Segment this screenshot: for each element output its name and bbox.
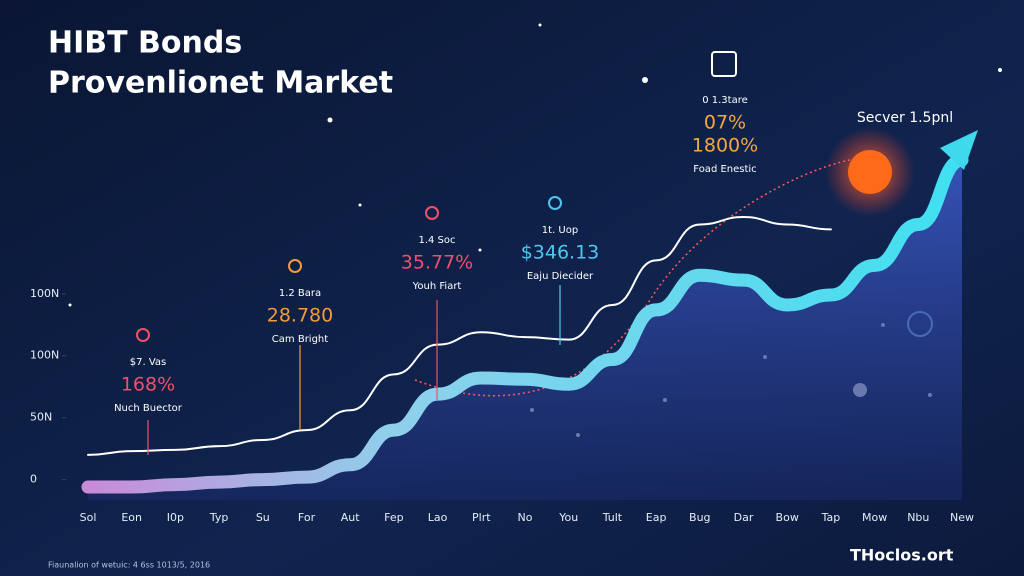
x-tick-label: Eap: [646, 511, 667, 524]
annotation-text: 28.780: [267, 305, 333, 327]
x-tick-label: For: [298, 511, 316, 524]
x-tick-label: No: [518, 511, 533, 524]
x-tick-label: New: [950, 511, 974, 524]
annotation-icon: [288, 259, 302, 273]
x-tick-label: Aut: [341, 511, 360, 524]
x-tick-label: Su: [256, 511, 270, 524]
series-line: [87, 216, 832, 456]
x-tick-label: I0p: [167, 511, 184, 524]
x-tick-label: You: [558, 511, 578, 524]
annotation-text: Youh Fiart: [412, 281, 462, 292]
x-tick-label: Lao: [428, 511, 448, 524]
x-tick-label: Dar: [734, 511, 754, 524]
y-tick-label: 100N: [30, 349, 59, 362]
x-tick-label: Sol: [80, 511, 97, 524]
brand: THoclos.ort: [850, 546, 954, 565]
annotation-text: 168%: [121, 374, 175, 396]
annotation-icon: [548, 196, 562, 210]
annotation-text: 1800%: [692, 135, 758, 157]
annotation-icon: [425, 206, 439, 220]
x-tick-label: Bug: [689, 511, 711, 524]
trend-dotted: [414, 159, 851, 397]
x-tick-label: Typ: [209, 511, 229, 524]
box-icon: [711, 51, 737, 77]
annotation-text: 1.2 Bara: [279, 288, 321, 299]
title-line: HIBT Bonds: [48, 26, 242, 61]
arrow-head: [940, 130, 978, 171]
x-tick-label: Tult: [602, 511, 623, 524]
annotation-text: Nuch Buector: [114, 403, 183, 414]
bitcoin-icon: [848, 150, 892, 194]
annotation-text: 0 1.3tare: [702, 95, 748, 106]
annotation-text: 35.77%: [401, 252, 473, 274]
annotation-text: 1t. Uop: [542, 225, 578, 236]
x-tick-label: Nbu: [907, 511, 929, 524]
x-tick-label: Bow: [776, 511, 799, 524]
annotation-text: Foad Enestic: [693, 164, 756, 175]
annotation-text: Eaju Diecider: [527, 271, 594, 282]
annotation-text: 1.4 Soc: [418, 235, 455, 246]
x-tick-label: Plrt: [472, 511, 491, 524]
x-tick-label: Eon: [121, 511, 142, 524]
annotation-text: Cam Bright: [272, 334, 328, 345]
annotation-text: $7. Vas: [130, 357, 166, 368]
area: [88, 160, 962, 500]
annotation-icon: [136, 328, 150, 342]
x-tick-label: Fep: [384, 511, 403, 524]
y-tick-label: 50N: [30, 411, 52, 424]
annotation-text: 07%: [704, 112, 746, 134]
series-line: [81, 153, 969, 494]
y-tick-label: 0: [30, 473, 37, 486]
annotation-text: $346.13: [521, 242, 600, 264]
x-tick-label: Mow: [862, 511, 887, 524]
y-tick-label: 100N: [30, 287, 59, 300]
annotation-text: Secver 1.5pnl: [857, 110, 953, 126]
title-line: Provenlionet Market: [48, 66, 393, 101]
x-tick-label: Tap: [821, 511, 841, 524]
footer: Fiaunalion of wetuic: 4 6ss 1013/5, 2016: [48, 561, 210, 570]
